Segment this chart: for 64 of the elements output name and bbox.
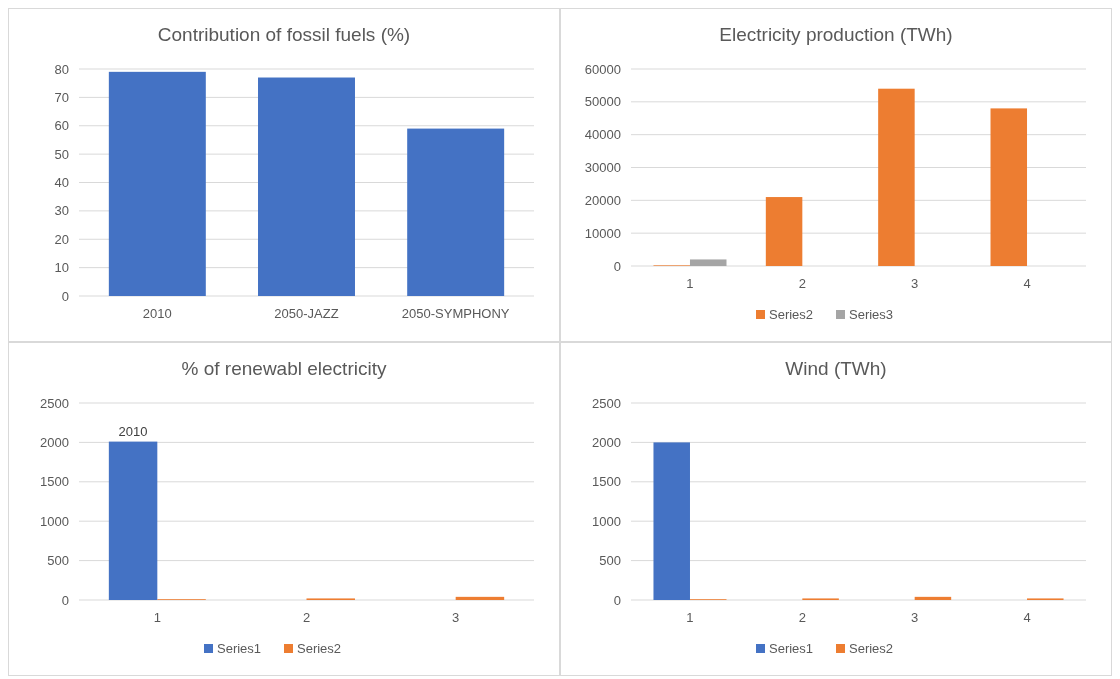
y-tick-label: 40000	[584, 127, 621, 143]
bar	[108, 71, 206, 296]
bar	[407, 128, 505, 296]
y-tick-label: 70	[54, 89, 69, 105]
y-tick-label: 30	[54, 203, 69, 219]
chart-title: Contribution of fossil fuels (%)	[157, 24, 411, 45]
bar	[258, 77, 355, 296]
x-tick-label: 2050-JAZZ	[274, 306, 339, 321]
x-tick-label: 2	[798, 276, 806, 291]
chart-title: % of renewabl electricity	[181, 358, 387, 379]
y-tick-label: 80	[54, 61, 69, 77]
x-tick-label: 2010	[142, 306, 172, 321]
y-tick-label: 0	[613, 258, 621, 274]
chart-title: Wind (TWh)	[785, 358, 887, 379]
bar	[914, 596, 952, 600]
x-tick-label: 3	[452, 610, 460, 625]
legend-label: Series2	[297, 641, 342, 656]
x-tick-label: 3	[911, 276, 919, 291]
bar	[455, 596, 505, 600]
y-tick-label: 0	[61, 592, 69, 608]
x-tick-label: 1	[686, 276, 694, 291]
y-tick-label: 1000	[592, 513, 621, 529]
x-tick-label: 2	[798, 610, 806, 625]
x-tick-label: 3	[911, 610, 919, 625]
legend-label: Series1	[217, 641, 262, 656]
data-label: 2010	[118, 423, 148, 439]
y-tick-label: 2000	[40, 434, 69, 450]
y-tick-label: 1000	[40, 513, 69, 529]
y-tick-label: 1500	[592, 474, 621, 490]
x-tick-label: 1	[686, 610, 694, 625]
legend-label: Series1	[769, 641, 814, 656]
legend-label: Series2	[849, 641, 894, 656]
bar	[689, 259, 727, 266]
bar	[653, 442, 690, 600]
bar	[765, 197, 803, 266]
legend-label: Series2	[769, 307, 814, 322]
y-tick-label: 60	[54, 118, 69, 134]
y-tick-label: 2000	[592, 434, 621, 450]
y-tick-label: 10000	[584, 225, 621, 241]
y-tick-label: 10	[54, 260, 69, 276]
y-tick-label: 2500	[40, 395, 69, 411]
legend-label: Series3	[849, 307, 894, 322]
x-tick-label: 1	[153, 610, 161, 625]
y-tick-label: 50000	[584, 94, 621, 110]
y-tick-label: 500	[47, 553, 69, 569]
y-tick-label: 20000	[584, 192, 621, 208]
x-tick-label: 4	[1023, 276, 1031, 291]
y-tick-label: 0	[61, 288, 69, 304]
y-tick-label: 40	[54, 175, 69, 191]
x-tick-label: 2050-SYMPHONY	[401, 306, 510, 321]
y-tick-label: 1500	[40, 474, 69, 490]
chart-title: Electricity production (TWh)	[719, 24, 953, 45]
y-tick-label: 0	[613, 592, 621, 608]
y-tick-label: 500	[599, 553, 621, 569]
y-tick-label: 20	[54, 231, 69, 247]
y-tick-label: 30000	[584, 160, 621, 176]
y-tick-label: 2500	[592, 395, 621, 411]
bar	[108, 441, 158, 600]
x-tick-label: 4	[1023, 610, 1031, 625]
y-tick-label: 50	[54, 146, 69, 162]
bar	[878, 88, 915, 266]
x-tick-label: 2	[302, 610, 311, 625]
y-tick-label: 60000	[584, 61, 621, 77]
bar	[990, 108, 1028, 266]
